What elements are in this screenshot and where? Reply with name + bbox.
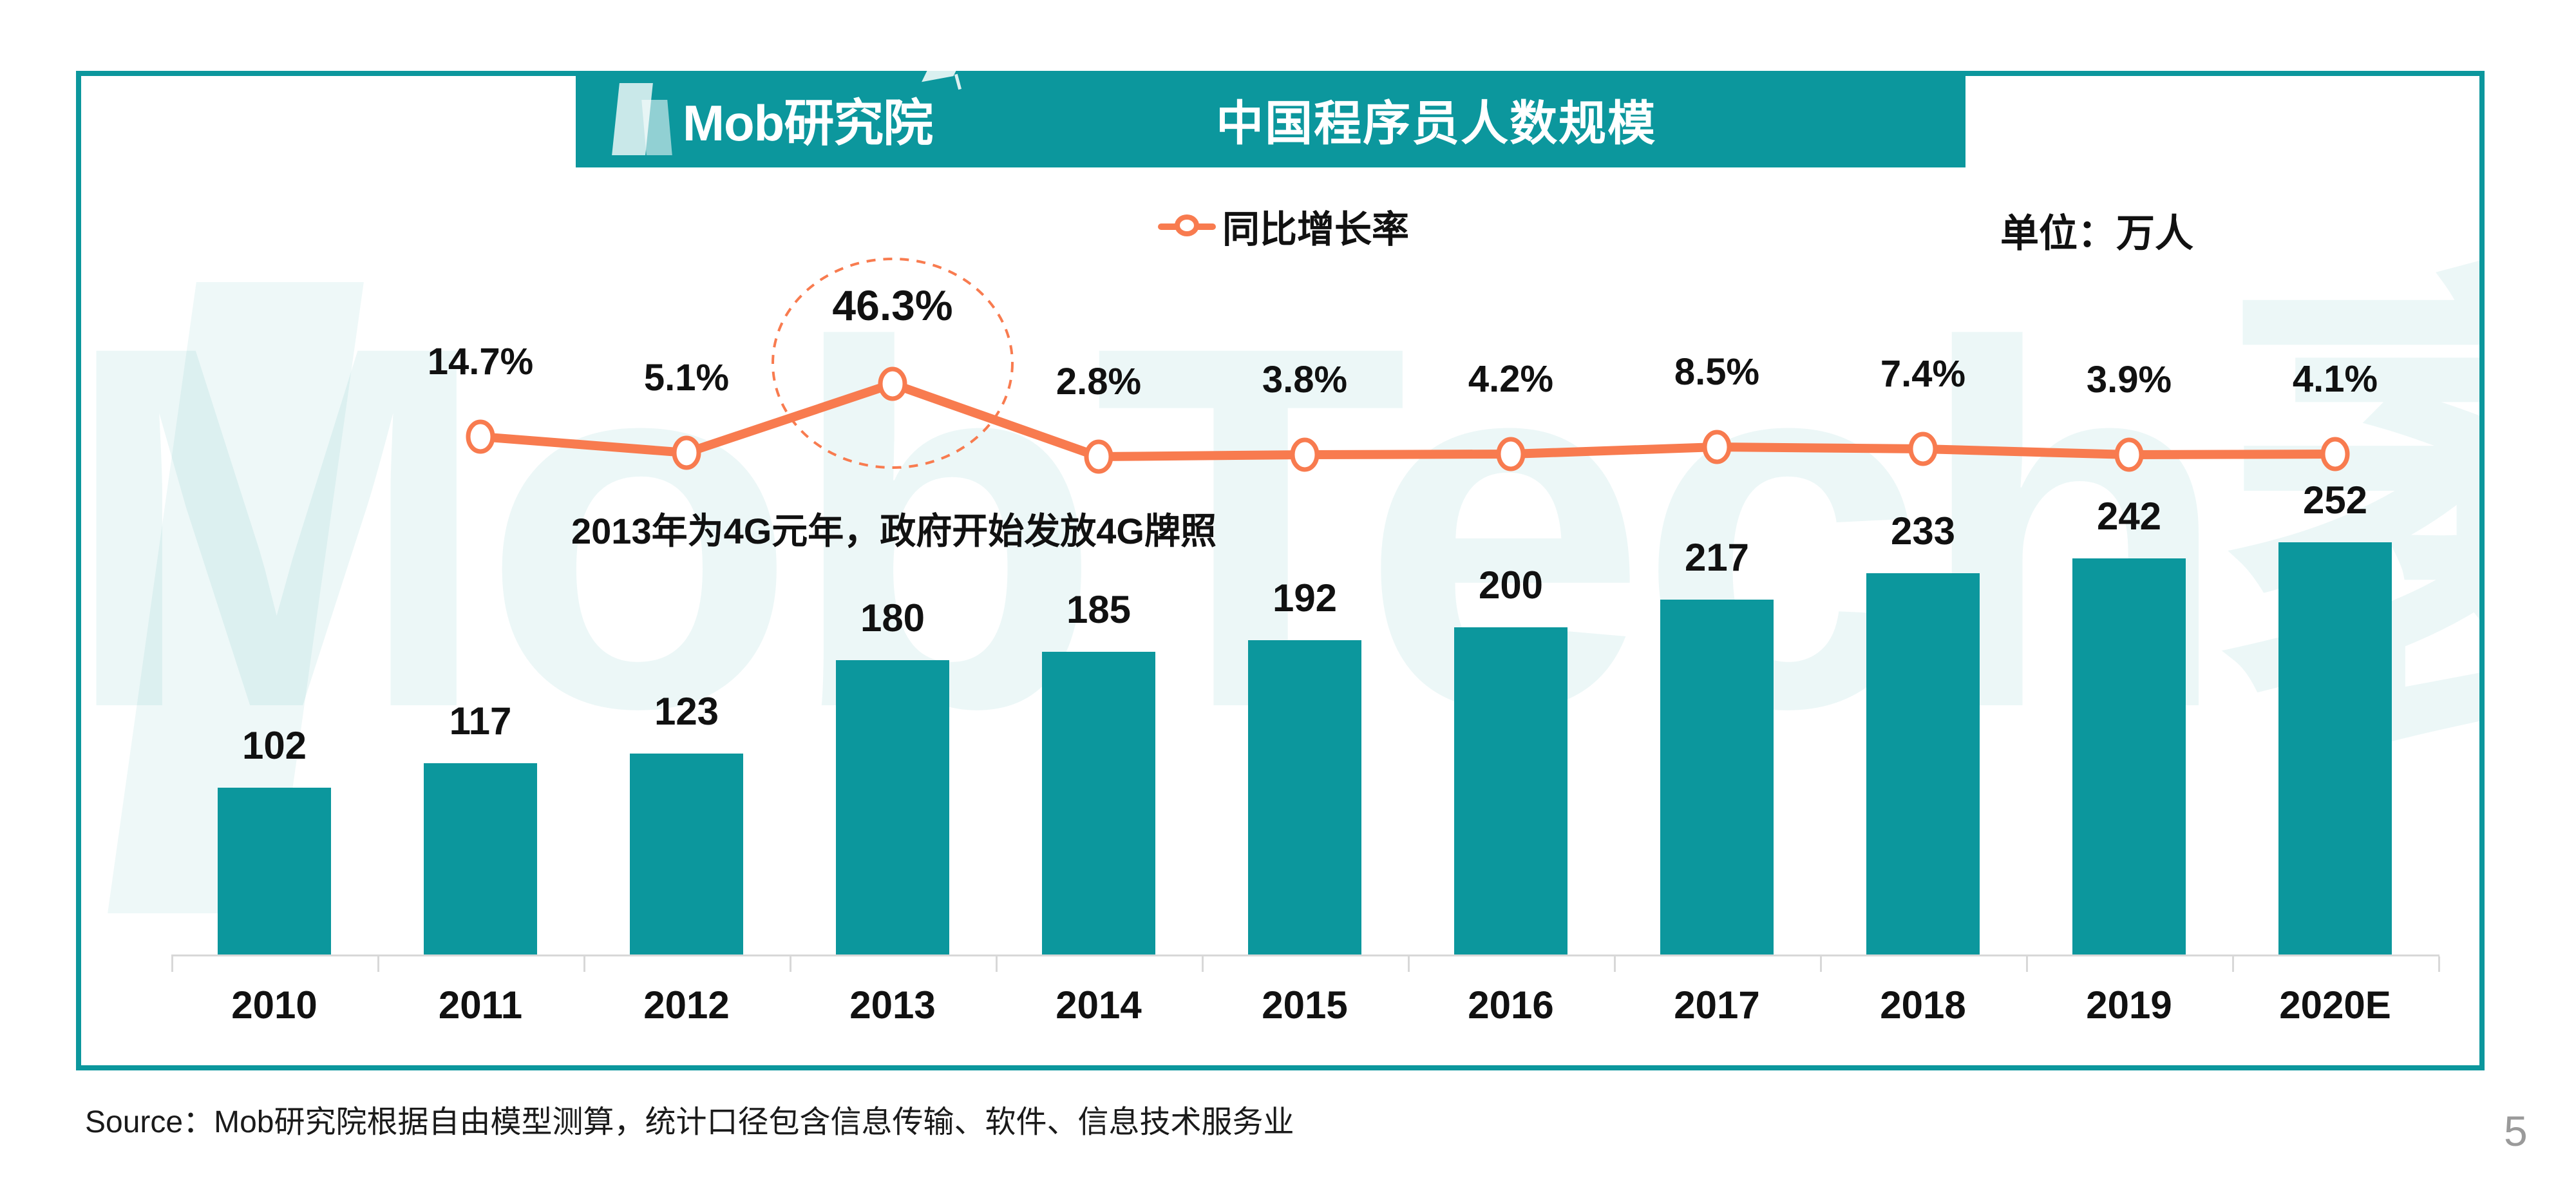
- bar-2020E: [2278, 542, 2392, 954]
- year-label-2014: 2014: [1056, 983, 1142, 1027]
- line-point: [1908, 432, 1938, 466]
- highlight-ellipse: [772, 258, 1014, 469]
- growth-label-2020E: 4.1%: [2292, 358, 2378, 400]
- axis-tick: [1614, 956, 1616, 972]
- growth-label-2014: 2.8%: [1056, 361, 1142, 403]
- axis-tick: [1202, 956, 1204, 972]
- annotation-4g: 2013年为4G元年，政府开始发放4G牌照: [571, 511, 1217, 551]
- logo-text: Mob研究院: [683, 95, 933, 151]
- year-label-2013: 2013: [849, 983, 936, 1027]
- growth-line: [480, 379, 2336, 461]
- axis-tick: [1820, 956, 1822, 972]
- bar-2019: [2072, 558, 2186, 954]
- line-point: [1496, 437, 1526, 471]
- bar-value-2013: 180: [860, 596, 925, 640]
- chart-title: 中国程序员人数规模: [1216, 96, 1657, 150]
- legend-label: 同比增长率: [1222, 209, 1410, 251]
- bar-2015: [1248, 640, 1361, 954]
- line-point: [878, 366, 907, 401]
- bar-2012: [630, 754, 743, 954]
- line-point: [2320, 437, 2350, 471]
- x-axis-line: [171, 954, 2439, 956]
- bar-value-2017: 217: [1684, 536, 1750, 579]
- chart-frame: MobTech袤博 102201011720111232012180201318…: [62, 59, 2485, 1070]
- bar-2011: [424, 763, 537, 954]
- bar-value-2010: 102: [242, 724, 307, 767]
- line-point: [1084, 439, 1113, 474]
- bar-2018: [1866, 573, 1980, 954]
- header-banner: Mob研究院 中国程序员人数规模: [576, 59, 1965, 167]
- source-note: Source：Mob研究院根据自由模型测算，统计口径包含信息传输、软件、信息技术…: [85, 1105, 1294, 1139]
- line-point: [672, 435, 701, 470]
- bar-2014: [1042, 652, 1155, 954]
- growth-label-2017: 8.5%: [1674, 351, 1760, 393]
- bar-value-2014: 185: [1066, 588, 1132, 631]
- year-label-2019: 2019: [2086, 983, 2172, 1027]
- year-label-2010: 2010: [231, 983, 317, 1027]
- year-label-2018: 2018: [1880, 983, 1966, 1027]
- bar-value-2018: 233: [1890, 509, 1956, 553]
- bar-value-2020E: 252: [2302, 479, 2368, 522]
- axis-tick: [996, 956, 998, 972]
- growth-line-chart: [466, 258, 2350, 474]
- building-icon: [612, 83, 674, 155]
- bar-2017: [1660, 600, 1774, 954]
- legend: 同比增长率: [1158, 204, 1409, 251]
- growth-label-2018: 7.4%: [1880, 353, 1966, 395]
- growth-label-2015: 3.8%: [1262, 359, 1348, 401]
- year-label-2011: 2011: [438, 983, 523, 1027]
- growth-label-2016: 4.2%: [1468, 358, 1554, 400]
- line-point: [2114, 437, 2144, 472]
- growth-label-2019: 3.9%: [2086, 359, 2172, 401]
- line-point: [1702, 430, 1732, 464]
- page-number: 5: [2504, 1107, 2528, 1155]
- year-label-2012: 2012: [643, 983, 730, 1027]
- bar-value-2016: 200: [1478, 564, 1544, 607]
- axis-tick: [1408, 956, 1410, 972]
- year-label-2017: 2017: [1674, 983, 1760, 1027]
- graduation-cap-icon: [922, 59, 962, 90]
- axis-tick: [790, 956, 791, 972]
- line-point: [466, 419, 495, 454]
- mob-logo: Mob研究院: [612, 59, 962, 155]
- axis-tick: [2026, 956, 2028, 972]
- plot-area: 102 2010 117 2011 123 2012 180 2013 185 2014 192 20…: [81, 76, 2479, 1065]
- unit-label: 单位：万人: [2000, 212, 2193, 255]
- line-point: [1290, 437, 1320, 472]
- bar-value-2011: 117: [449, 699, 512, 743]
- bar-value-2015: 192: [1272, 576, 1338, 620]
- bar-2010: [218, 788, 331, 954]
- year-label-2020E: 2020E: [2279, 983, 2391, 1027]
- legend-line-marker-icon: [1158, 212, 1216, 240]
- axis-tick: [171, 956, 173, 972]
- growth-label-2013: 46.3%: [832, 281, 953, 329]
- axis-tick: [2232, 956, 2234, 972]
- year-label-2016: 2016: [1468, 983, 1554, 1027]
- axis-tick: [2438, 956, 2440, 972]
- bar-2013: [836, 660, 949, 954]
- axis-tick: [583, 956, 585, 972]
- growth-label-2012: 5.1%: [643, 357, 730, 399]
- bar-2016: [1454, 627, 1567, 954]
- axis-tick: [377, 956, 379, 972]
- year-label-2015: 2015: [1262, 983, 1348, 1027]
- bar-value-2012: 123: [654, 690, 719, 733]
- growth-label-2011: 14.7%: [427, 341, 534, 383]
- bar-value-2019: 242: [2096, 495, 2162, 538]
